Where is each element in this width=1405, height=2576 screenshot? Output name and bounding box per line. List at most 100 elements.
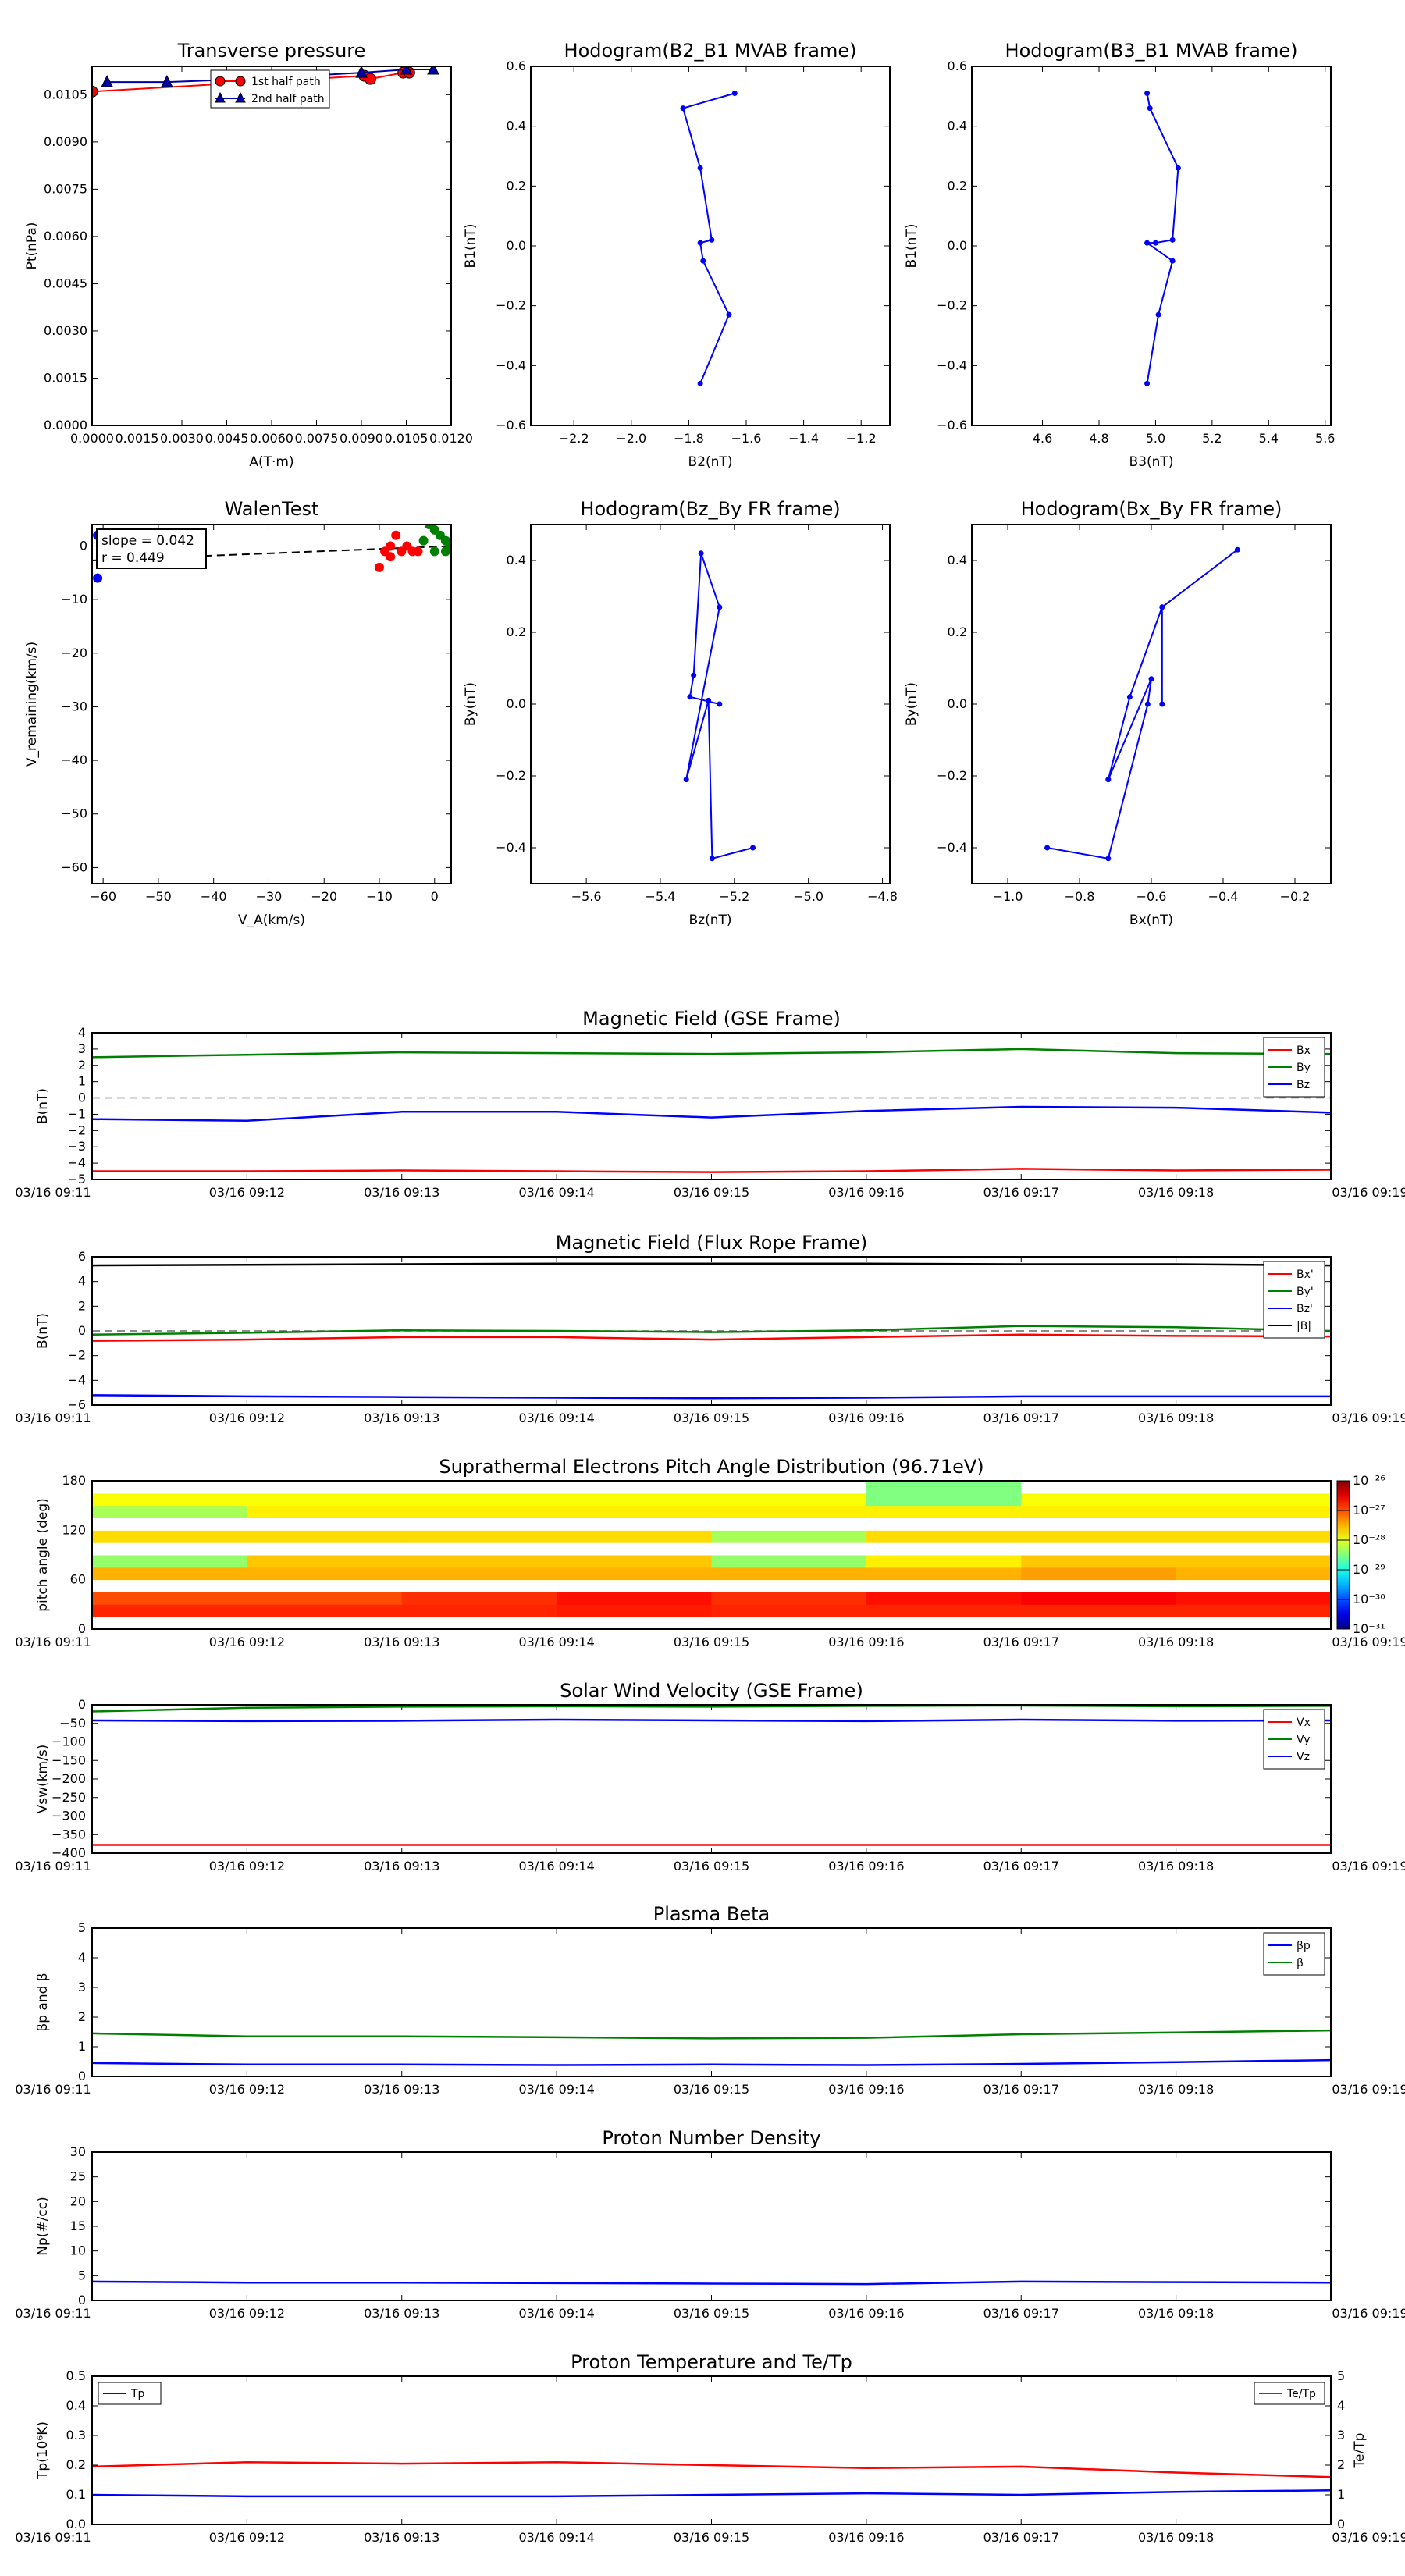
legend-label: Vy xyxy=(1297,1734,1311,1746)
heatmap-cell xyxy=(401,1493,557,1507)
heatmap-cell xyxy=(92,1505,247,1518)
x-tick-label: −1.2 xyxy=(846,431,877,446)
y-tick-label: −5 xyxy=(67,1172,86,1187)
y-tick-label: −250 xyxy=(52,1790,86,1805)
plot-area xyxy=(92,1048,1331,1173)
data-point xyxy=(413,546,423,557)
x-tick-label: −0.6 xyxy=(1136,889,1167,904)
data-point xyxy=(386,541,396,551)
data-point xyxy=(1144,701,1151,707)
x-tick-label: −1.8 xyxy=(674,431,704,446)
heatmap-cell xyxy=(92,1517,247,1531)
heatmap-cell xyxy=(711,1555,867,1568)
data-point xyxy=(750,845,756,851)
y-tick-label: 0.4 xyxy=(948,119,967,133)
plot-frame xyxy=(91,2375,1332,2525)
y-tick-label: −0.6 xyxy=(496,418,526,432)
legend-marker xyxy=(235,76,246,87)
y-tick-label: 10 xyxy=(70,2243,86,2258)
x-tick-label: −20 xyxy=(311,889,337,904)
heatmap-cell xyxy=(711,1517,867,1531)
chart-hodo_bx_by: Hodogram(Bx_By FR frame) −1.0 −0.8 −0.6 −0.4… xyxy=(904,498,1332,928)
y2-axis-label: Te/Tp xyxy=(1352,2433,1368,2469)
heatmap-cell xyxy=(401,1555,557,1568)
legend-marker xyxy=(235,91,246,103)
x-tick-label: 03/16 09:16 xyxy=(828,2530,904,2545)
heatmap-cell xyxy=(711,1542,867,1556)
y-tick-label: 0.6 xyxy=(948,59,967,73)
data-point xyxy=(731,91,738,96)
x-tick-label: 03/16 09:19 xyxy=(1332,2082,1405,2097)
plot-area xyxy=(1144,91,1181,386)
heatmap-cell xyxy=(247,1517,403,1531)
y-tick-label: 0.0045 xyxy=(44,276,87,290)
heatmap-cell xyxy=(247,1567,403,1581)
heatmap-cell xyxy=(401,1542,557,1556)
plot-frame xyxy=(91,1480,1332,1630)
legend-label: Tp xyxy=(130,2388,145,2400)
legend-label: Te/Tp xyxy=(1286,2388,1316,2400)
heatmap-cell xyxy=(401,1481,557,1494)
heatmap-cell xyxy=(401,1567,557,1581)
x-tick-label: 4.8 xyxy=(1089,431,1108,446)
x-tick-label: 5.6 xyxy=(1315,431,1335,446)
y-tick-label: 0 xyxy=(78,1323,86,1338)
heatmap-cell xyxy=(1176,1592,1331,1605)
legend-marker xyxy=(215,91,226,103)
legend-right: Te/Tp xyxy=(1254,2382,1325,2405)
chart-title: Solar Wind Velocity (GSE Frame) xyxy=(560,1680,863,1702)
y-tick-label: −0.2 xyxy=(937,768,967,783)
legend-label: β xyxy=(1297,1957,1304,1969)
series-line-By-1 xyxy=(92,1048,1331,1059)
y-tick-label: 25 xyxy=(70,2169,86,2184)
heatmap-cell xyxy=(1021,1617,1177,1629)
x-tick-label: 03/16 09:17 xyxy=(984,1635,1059,1649)
x-tick-label: 03/16 09:19 xyxy=(1332,1411,1405,1425)
colorbar-label: 10⁻²⁹ xyxy=(1353,1562,1385,1577)
plot-area xyxy=(92,2029,1331,2066)
heatmap-cell xyxy=(557,1555,712,1568)
x-tick-label: 03/16 09:12 xyxy=(209,2082,285,2097)
x-tick-label: 03/16 09:11 xyxy=(15,1185,91,1200)
chart-title: Magnetic Field (GSE Frame) xyxy=(582,1008,841,1030)
series-line-TeTp-1 xyxy=(92,2460,1331,2478)
heatmap-cell xyxy=(866,1481,1022,1494)
chart-title: Plasma Beta xyxy=(653,1903,770,1925)
y-tick-label: 120 xyxy=(62,1522,86,1537)
x-tick-label: 03/16 09:12 xyxy=(209,1635,285,1649)
data-point xyxy=(1169,258,1176,264)
data-point xyxy=(391,530,401,540)
y-tick-label: 0.6 xyxy=(507,59,526,73)
heatmap-cell xyxy=(866,1493,1022,1507)
chart-title: Hodogram(Bx_By FR frame) xyxy=(1021,498,1282,520)
x-tick-label: 03/16 09:14 xyxy=(518,2530,594,2545)
x-tick-label: 03/16 09:18 xyxy=(1138,2082,1214,2097)
legend-label: Vz xyxy=(1297,1751,1310,1763)
plot-frame xyxy=(91,66,452,426)
y-tick-label: 0 xyxy=(78,1091,86,1105)
data-point xyxy=(1159,701,1165,707)
colorbar xyxy=(1336,1480,1350,1630)
heatmap-cell xyxy=(1021,1481,1177,1494)
legend: βp β xyxy=(1263,1932,1325,1976)
plot-area xyxy=(92,2460,1331,2498)
series-line-B-3 xyxy=(92,1262,1331,1267)
y-tick-label: 0.2 xyxy=(507,178,526,193)
x-tick-label: 03/16 09:12 xyxy=(209,1185,285,1200)
colorbar-label: 10⁻³⁰ xyxy=(1353,1592,1385,1606)
x-tick-label: 03/16 09:18 xyxy=(1138,1859,1214,1873)
plot-frame xyxy=(91,1256,1332,1406)
series-line-Bz-2 xyxy=(92,1394,1331,1400)
y-tick-label: 0.2 xyxy=(66,2457,86,2472)
legend-label: Bz xyxy=(1297,1079,1310,1091)
legend: Vx Vy Vz xyxy=(1263,1709,1325,1770)
chart-hodo_bz_by: Hodogram(Bz_By FR frame) −5.6 −5.4 −5.2 −5.0… xyxy=(463,498,898,928)
heatmap-cell xyxy=(1176,1505,1331,1518)
legend-box xyxy=(1263,1261,1325,1339)
x-tick-label: 03/16 09:13 xyxy=(364,1185,439,1200)
heatmap-cell xyxy=(1176,1517,1331,1531)
y-tick-label: 1 xyxy=(78,1074,86,1089)
heatmap-cell xyxy=(711,1481,867,1494)
data-point xyxy=(1105,856,1112,862)
heatmap-cell xyxy=(247,1604,403,1617)
